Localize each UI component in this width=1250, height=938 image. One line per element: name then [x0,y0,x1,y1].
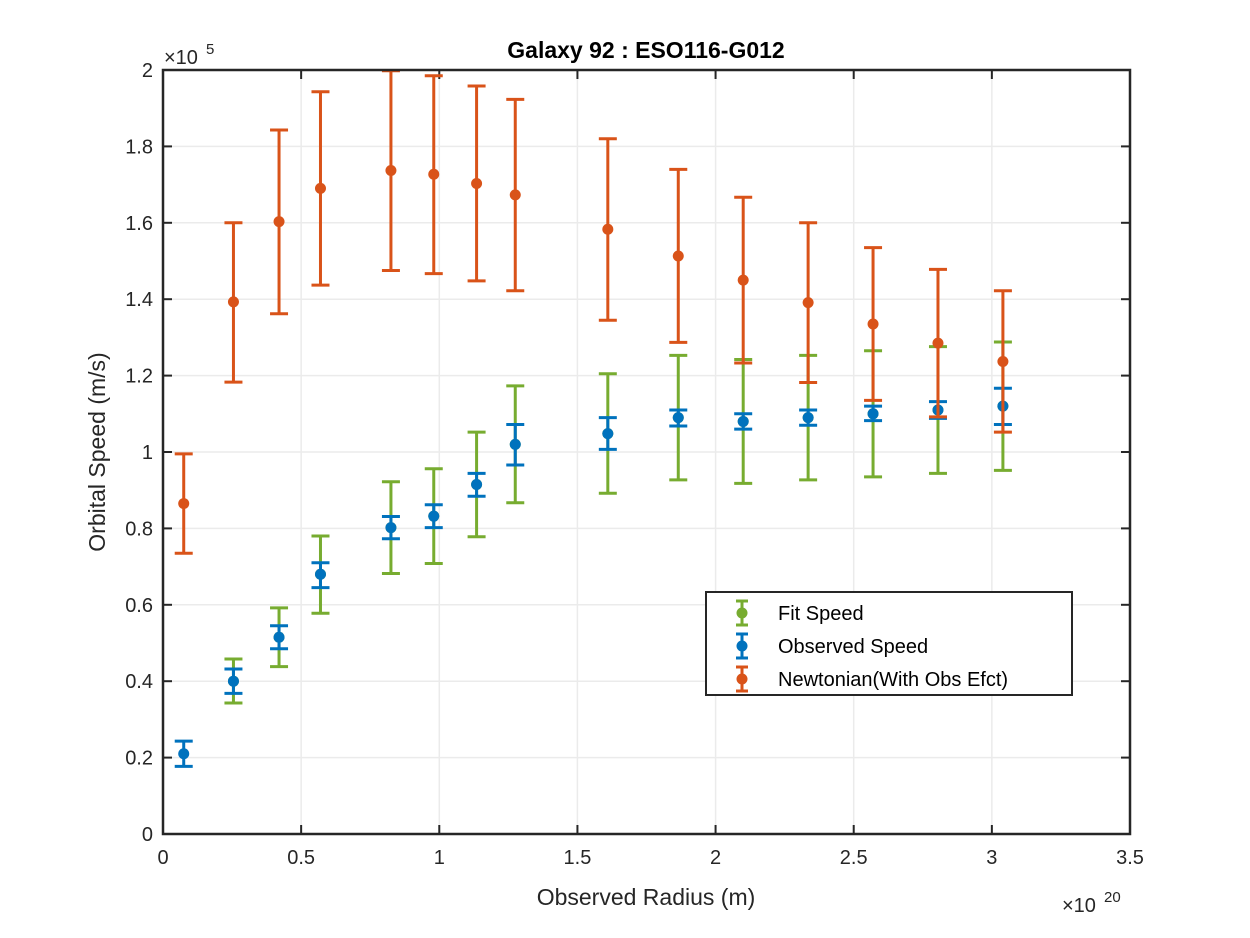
y-tick-label: 1.8 [125,136,153,158]
legend-entry: Fit Speed [736,599,864,627]
data-point [471,478,483,490]
x-tick-label: 2.5 [840,847,868,869]
y-tick-label: 1 [142,442,153,464]
data-point [867,408,879,420]
legend-swatch-marker [736,640,748,652]
y-tick-label: 0.6 [125,595,153,617]
legend: Fit Speed Observed Speed Newtonian(With Ob… [705,591,1073,696]
data-point [867,318,879,330]
x-tick-label: 0 [157,847,168,869]
data-point [602,428,614,440]
x-tick-label: 3.5 [1116,847,1144,869]
data-point [385,164,397,176]
legend-label: Observed Speed [778,636,928,658]
x-tick-label: 1.5 [564,847,592,869]
series-layer [174,69,1012,768]
legend-entries: Fit Speed Observed Speed Newtonian(With Ob… [736,599,1008,693]
legend-entry: Observed Speed [736,632,928,660]
x-tick-label: 3 [986,847,997,869]
x-multiplier-text: ×10 [1062,895,1096,917]
chart-title: Galaxy 92 : ESO116-G012 [507,37,784,63]
y-tick-label: 1.2 [125,366,153,388]
data-point [227,675,239,687]
y-axis-label: Orbital Speed (m/s) [84,352,110,551]
legend-entry: Newtonian(With Obs Efct) [736,665,1008,693]
data-point [178,748,190,760]
data-point [428,510,440,522]
data-point [273,216,285,228]
data-point [178,498,190,510]
data-point [428,168,440,180]
data-point [737,415,749,427]
data-point [997,355,1009,367]
y-multiplier-text: ×10 [164,47,198,69]
y-tick-label: 0.2 [125,748,153,770]
y-tick-label: 1.6 [125,213,153,235]
data-point [509,438,521,450]
data-point [932,337,944,349]
legend-swatch-marker [736,607,748,619]
data-point [802,412,814,424]
legend-label: Newtonian(With Obs Efct) [778,669,1008,691]
y-tick-label: 0.4 [125,671,153,693]
legend-box [705,591,1073,696]
legend-label: Fit Speed [778,603,864,625]
y-tick-label: 0.8 [125,518,153,540]
plot-frame [161,68,1132,836]
y-tick-label: 1.4 [125,289,153,311]
y-tick-label: 2 [142,60,153,82]
data-point [314,568,326,580]
x-tick-label: 0.5 [287,847,315,869]
data-point [273,631,285,643]
data-point [672,412,684,424]
x-tick-label: 1 [434,847,445,869]
x-axis-label: Observed Radius (m) [537,884,756,910]
legend-swatch-marker [736,673,748,685]
series-2 [174,69,1012,555]
data-point [509,189,521,201]
y-exponent-text: 5 [206,41,214,58]
data-point [227,296,239,308]
y-tick-label: 0 [142,824,153,846]
x-exponent-text: 20 [1104,889,1121,906]
x-exponent-label: ×10 20 [1062,889,1121,917]
x-tick-label: 2 [710,847,721,869]
y-exponent-label: ×10 5 [164,41,214,69]
data-point [802,297,814,309]
data-point [602,223,614,235]
data-point [737,274,749,286]
data-point [471,177,483,189]
data-point [314,182,326,194]
data-point [385,522,397,534]
data-point [672,250,684,262]
